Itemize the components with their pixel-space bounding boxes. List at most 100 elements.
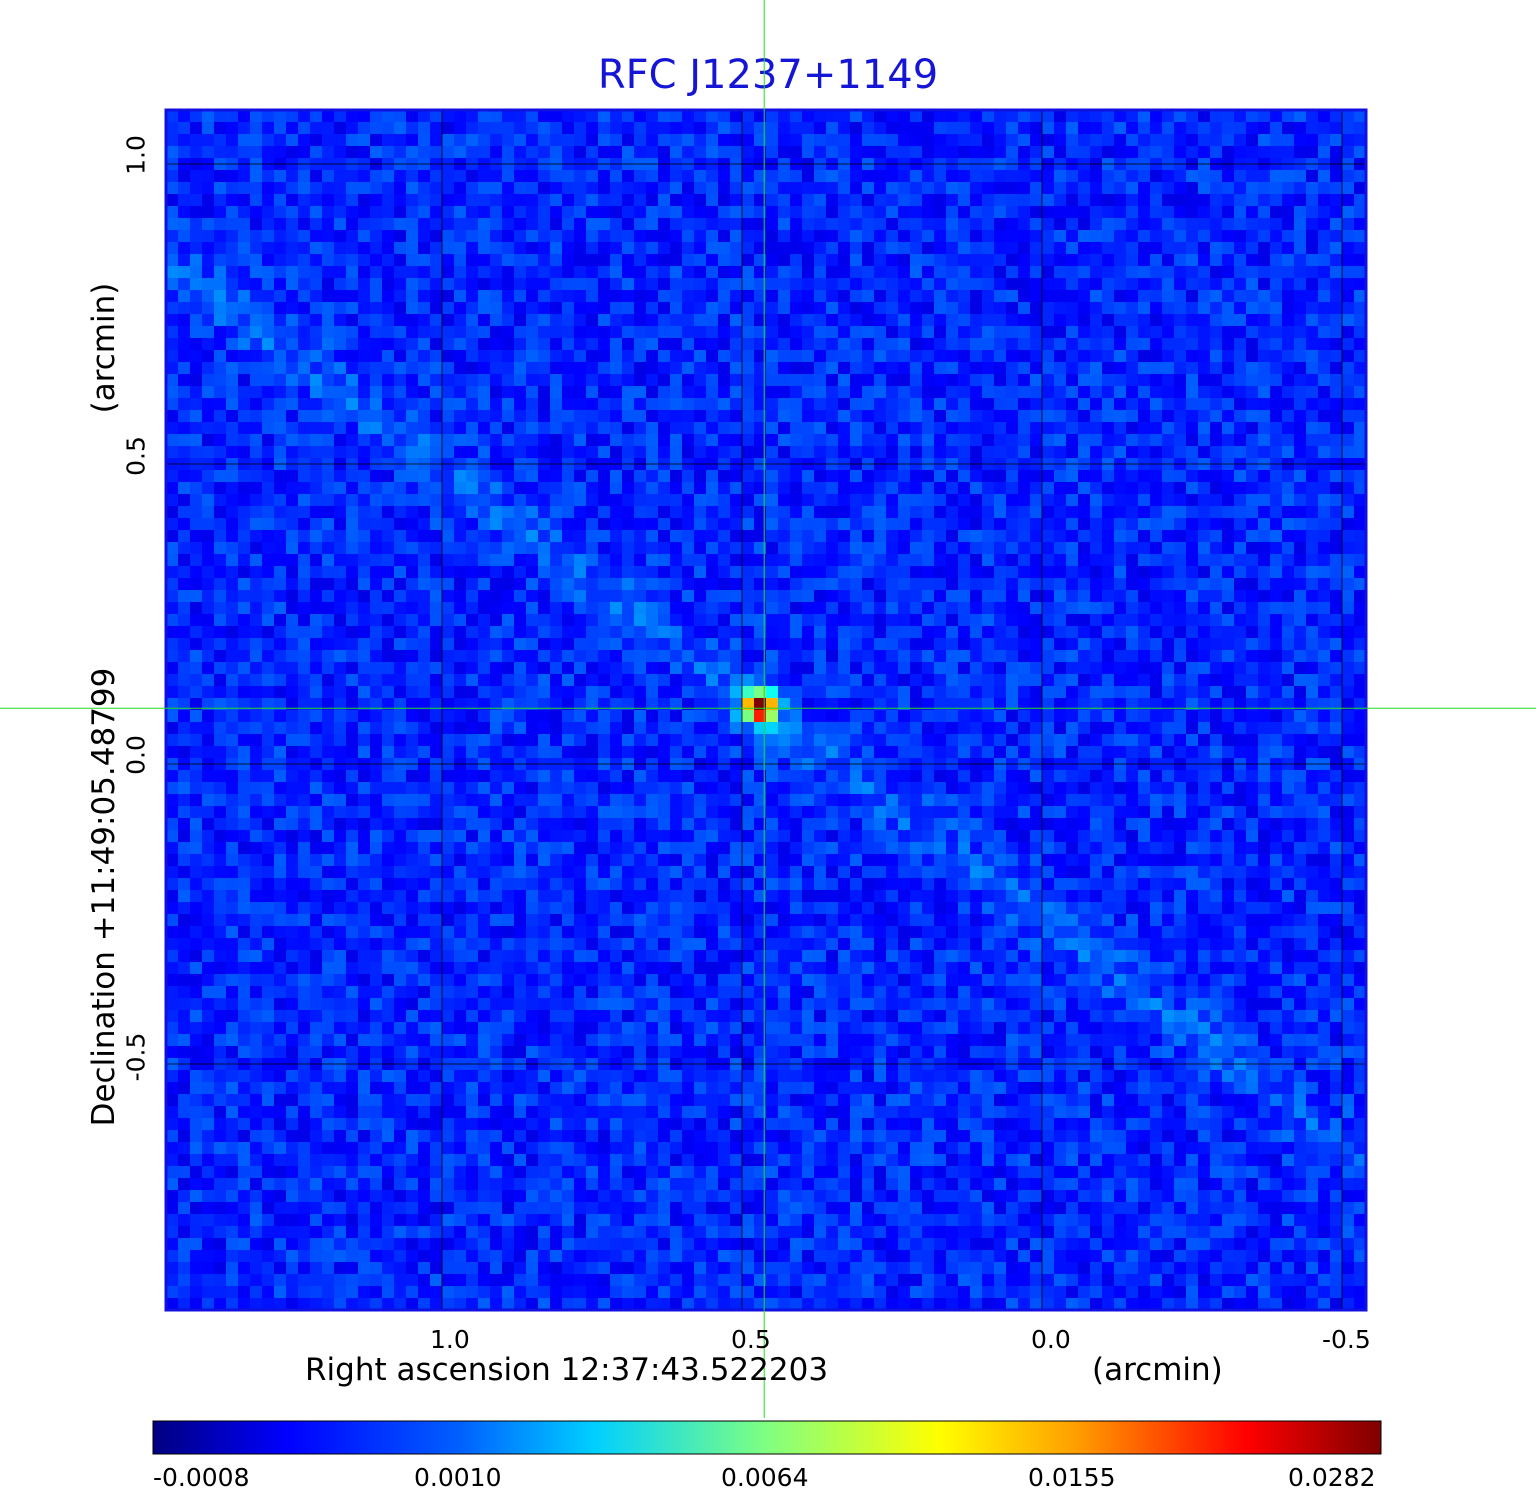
heatmap-cell bbox=[238, 554, 251, 567]
heatmap-cell bbox=[1198, 278, 1211, 291]
heatmap-cell bbox=[1258, 206, 1271, 219]
heatmap-cell bbox=[310, 230, 323, 243]
heatmap-cell bbox=[1006, 674, 1019, 687]
heatmap-cell bbox=[370, 446, 383, 459]
heatmap-cell bbox=[958, 530, 971, 543]
heatmap-cell bbox=[766, 242, 779, 255]
heatmap-cell bbox=[922, 506, 935, 519]
heatmap-cell bbox=[694, 686, 707, 699]
heatmap-cell bbox=[262, 482, 275, 495]
heatmap-cell bbox=[814, 614, 827, 627]
heatmap-cell bbox=[310, 470, 323, 483]
heatmap-cell bbox=[622, 482, 635, 495]
heatmap-cell bbox=[1318, 446, 1331, 459]
heatmap-cell bbox=[790, 134, 803, 147]
heatmap-cell bbox=[1030, 578, 1043, 591]
heatmap-cell bbox=[1138, 254, 1151, 267]
heatmap-cell bbox=[1354, 182, 1367, 195]
heatmap-cell bbox=[574, 122, 587, 135]
heatmap-cell bbox=[334, 626, 347, 639]
heatmap-cell bbox=[802, 698, 815, 711]
heatmap-cell bbox=[298, 350, 311, 363]
heatmap-cell bbox=[226, 374, 239, 387]
heatmap-cell bbox=[802, 638, 815, 651]
heatmap-cell bbox=[502, 398, 515, 411]
heatmap-cell bbox=[298, 614, 311, 627]
heatmap-cell bbox=[334, 110, 347, 123]
heatmap-cell bbox=[1306, 350, 1319, 363]
heatmap-cell bbox=[1318, 638, 1331, 651]
heatmap-cell bbox=[1018, 194, 1031, 207]
heatmap-cell bbox=[1186, 698, 1199, 711]
heatmap-cell bbox=[850, 266, 863, 279]
heatmap-cell bbox=[706, 146, 719, 159]
heatmap-cell bbox=[622, 170, 635, 183]
heatmap-cell bbox=[178, 422, 191, 435]
heatmap-cell bbox=[1210, 626, 1223, 639]
heatmap-cell bbox=[562, 350, 575, 363]
heatmap-cell bbox=[982, 494, 995, 507]
heatmap-cell bbox=[1090, 590, 1103, 603]
heatmap-cell bbox=[838, 314, 851, 327]
heatmap-cell bbox=[634, 530, 647, 543]
heatmap-cell bbox=[430, 350, 443, 363]
heatmap-cell bbox=[562, 314, 575, 327]
heatmap-cell bbox=[790, 602, 803, 615]
heatmap-cell bbox=[1186, 590, 1199, 603]
heatmap-cell bbox=[814, 530, 827, 543]
heatmap-cell bbox=[670, 422, 683, 435]
heatmap-cell bbox=[730, 254, 743, 267]
heatmap-cell bbox=[1174, 302, 1187, 315]
heatmap-cell bbox=[1258, 146, 1271, 159]
heatmap-cell bbox=[1126, 314, 1139, 327]
heatmap-cell bbox=[670, 686, 683, 699]
heatmap-cell bbox=[634, 242, 647, 255]
heatmap-cell bbox=[1030, 614, 1043, 627]
heatmap-cell bbox=[1234, 146, 1247, 159]
heatmap-cell bbox=[1018, 530, 1031, 543]
heatmap-cell bbox=[1078, 350, 1091, 363]
heatmap-cell bbox=[286, 338, 299, 351]
heatmap-cell bbox=[334, 218, 347, 231]
heatmap-cell bbox=[610, 698, 623, 711]
heatmap-cell bbox=[586, 542, 599, 555]
heatmap-cell bbox=[1246, 578, 1259, 591]
heatmap-cell bbox=[790, 374, 803, 387]
heatmap-cell bbox=[394, 662, 407, 675]
heatmap-cell bbox=[1282, 242, 1295, 255]
heatmap-cell bbox=[358, 530, 371, 543]
heatmap-cell bbox=[1306, 194, 1319, 207]
heatmap-cell bbox=[1342, 434, 1355, 447]
heatmap-cell bbox=[1150, 470, 1163, 483]
heatmap-cell bbox=[298, 422, 311, 435]
heatmap-cell bbox=[490, 674, 503, 687]
heatmap-cell bbox=[922, 110, 935, 123]
heatmap-cell bbox=[922, 266, 935, 279]
heatmap-cell bbox=[826, 242, 839, 255]
heatmap-cell bbox=[778, 242, 791, 255]
heatmap-cell bbox=[1342, 338, 1355, 351]
heatmap-cell bbox=[742, 314, 755, 327]
heatmap-cell bbox=[1210, 122, 1223, 135]
heatmap-cell bbox=[1354, 422, 1367, 435]
heatmap-cell bbox=[1174, 566, 1187, 579]
heatmap-cell bbox=[358, 278, 371, 291]
heatmap-cell bbox=[178, 470, 191, 483]
heatmap-cell bbox=[730, 338, 743, 351]
heatmap-cell bbox=[622, 350, 635, 363]
heatmap-cell bbox=[1102, 326, 1115, 339]
heatmap-cell bbox=[514, 602, 527, 615]
heatmap-cell bbox=[1342, 266, 1355, 279]
heatmap-cell bbox=[1138, 662, 1151, 675]
heatmap-cell bbox=[586, 422, 599, 435]
heatmap-cell bbox=[1102, 674, 1115, 687]
heatmap-cell bbox=[586, 386, 599, 399]
heatmap-cell bbox=[790, 206, 803, 219]
heatmap-cell bbox=[742, 170, 755, 183]
heatmap-cell bbox=[526, 326, 539, 339]
heatmap-cell bbox=[898, 698, 911, 711]
heatmap-cell bbox=[274, 230, 287, 243]
heatmap-cell bbox=[658, 362, 671, 375]
heatmap-cell bbox=[922, 350, 935, 363]
heatmap-cell bbox=[958, 134, 971, 147]
